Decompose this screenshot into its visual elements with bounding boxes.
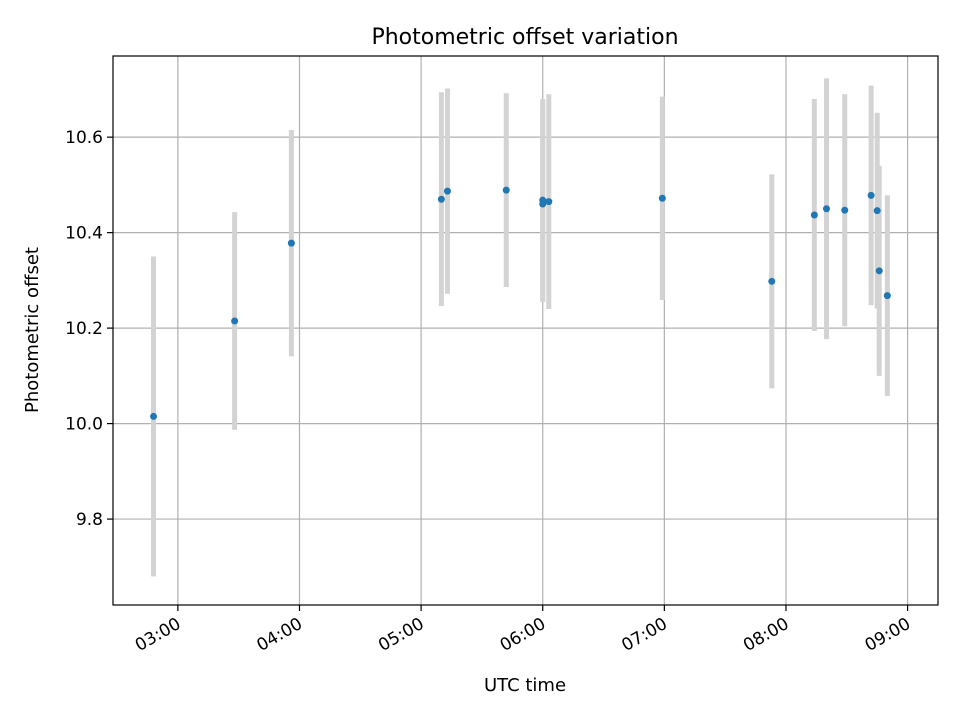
x-tick-label: 07:00: [618, 614, 670, 656]
data-point: [810, 211, 818, 219]
data-point: [287, 239, 295, 247]
data-point: [867, 191, 875, 199]
y-tick-label: 10.4: [65, 224, 103, 244]
y-tick-label: 9.8: [76, 510, 103, 530]
y-tick-label: 10.0: [65, 415, 103, 435]
y-axis-label: Photometric offset: [22, 247, 43, 413]
x-tick-label: 08:00: [740, 614, 792, 656]
point-layer: [150, 186, 891, 420]
x-tick-label: 03:00: [132, 614, 184, 656]
data-point: [502, 186, 510, 194]
y-tick-label: 10.2: [65, 319, 103, 339]
grid-layer: [113, 56, 938, 605]
data-point: [875, 267, 883, 275]
plot-frame: [112, 55, 939, 606]
data-point: [768, 277, 776, 285]
data-point: [823, 205, 831, 213]
data-point: [443, 187, 451, 195]
x-tick-label: 05:00: [375, 614, 427, 656]
data-point: [545, 198, 553, 206]
data-point: [437, 195, 445, 203]
chart-title: Photometric offset variation: [371, 25, 678, 50]
data-point: [883, 292, 891, 300]
x-tick-label: 04:00: [254, 614, 306, 656]
y-tick-label: 10.6: [65, 128, 103, 148]
tick-layer: 03:00 04:00 05:00 06:00 07:00 08:00 09:00 9.8 10…: [65, 128, 914, 656]
x-axis-label: UTC time: [484, 675, 566, 696]
errorbar-layer: [151, 78, 890, 577]
data-point: [231, 317, 239, 325]
data-point: [539, 200, 547, 208]
data-point: [150, 412, 158, 420]
data-point: [873, 207, 881, 215]
data-point: [841, 206, 849, 214]
x-tick-label: 06:00: [497, 614, 549, 656]
data-point: [658, 194, 666, 202]
x-tick-label: 09:00: [862, 614, 914, 656]
